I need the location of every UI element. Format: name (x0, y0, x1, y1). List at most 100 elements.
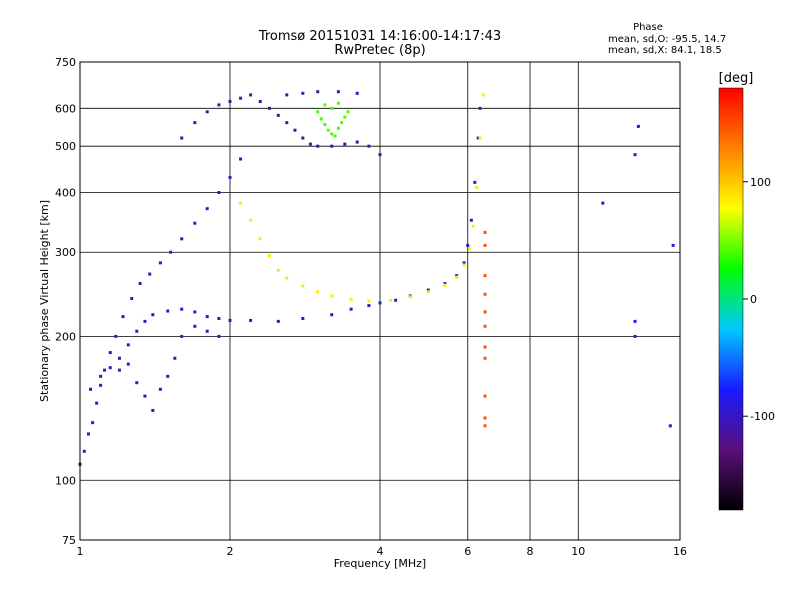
data-point (483, 345, 487, 349)
phase-stats-x: mean, sd,X: 84.1, 18.5 (608, 45, 722, 56)
data-point (336, 90, 340, 94)
data-point (249, 218, 253, 222)
data-point (205, 110, 209, 114)
data-point (95, 401, 99, 405)
data-point (636, 124, 640, 128)
colorbar-tick-label: 0 (750, 293, 757, 306)
data-point (330, 313, 334, 317)
data-point (346, 110, 350, 114)
y-axis-ticks: 75 100 200 300 400 500 600 750 (55, 56, 76, 547)
data-point (483, 230, 487, 234)
data-point (367, 304, 371, 308)
data-point (455, 274, 459, 278)
data-point (217, 103, 221, 107)
data-point (143, 394, 147, 398)
data-point (99, 383, 103, 387)
y-tick-label: 300 (55, 246, 76, 259)
data-point (258, 100, 262, 104)
data-point (205, 329, 209, 333)
data-point (180, 136, 184, 140)
data-point (462, 263, 466, 267)
data-point (473, 180, 477, 184)
data-point (267, 106, 271, 110)
data-point (349, 297, 353, 301)
plot-frame (79, 61, 681, 541)
data-point (323, 123, 327, 127)
x-tick-label: 2 (227, 545, 234, 558)
x-tick-label: 4 (377, 545, 384, 558)
data-point (126, 362, 130, 366)
data-point (340, 121, 344, 125)
data-point (249, 93, 253, 97)
data-point (476, 136, 480, 140)
data-point (151, 408, 155, 412)
y-tick-label: 400 (55, 186, 76, 199)
data-point (217, 316, 221, 320)
data-point (193, 310, 197, 314)
data-point (316, 144, 320, 148)
colorbar-tick-label: 100 (750, 176, 771, 189)
data-point (121, 315, 125, 319)
data-point (108, 351, 112, 355)
data-point (408, 295, 412, 299)
data-point (668, 424, 672, 428)
data-point (117, 356, 121, 360)
x-tick-label: 6 (464, 545, 471, 558)
data-point (180, 334, 184, 338)
data-point (217, 190, 221, 194)
data-point (330, 132, 334, 136)
data-point (483, 292, 487, 296)
data-point (462, 261, 466, 265)
data-point (316, 110, 320, 114)
data-point (301, 284, 305, 288)
x-axis-ticks: 1 2 4 6 8 10 16 (77, 545, 688, 558)
data-point (239, 157, 243, 161)
plot-grid (80, 62, 680, 540)
data-point (355, 91, 359, 95)
x-axis-label: Frequency [MHz] (334, 557, 426, 570)
data-point (308, 142, 312, 146)
data-point (336, 126, 340, 130)
colorbar-label: [deg] (719, 71, 754, 86)
data-point (343, 115, 347, 119)
data-point (389, 298, 393, 302)
data-point (378, 301, 382, 305)
data-point (316, 290, 320, 294)
data-point (333, 134, 337, 138)
data-point (355, 140, 359, 144)
data-point (293, 128, 297, 132)
data-point (285, 276, 289, 280)
data-point (326, 128, 330, 132)
data-point (103, 368, 107, 372)
x-tick-label: 8 (527, 545, 534, 558)
data-point (151, 313, 155, 317)
data-point (135, 329, 139, 333)
data-point (483, 424, 487, 428)
data-point (394, 298, 398, 302)
data-point (169, 250, 173, 254)
x-tick-label: 10 (571, 545, 585, 558)
data-point (285, 121, 289, 125)
data-point (483, 310, 487, 314)
data-point (228, 100, 232, 104)
data-point (483, 274, 487, 278)
data-point (481, 93, 485, 97)
data-point (108, 366, 112, 370)
data-point (276, 268, 280, 272)
colorbar (718, 87, 744, 511)
data-point (117, 368, 121, 372)
data-point (258, 237, 262, 241)
data-point (316, 90, 320, 94)
data-point (158, 387, 162, 391)
data-point (148, 272, 152, 276)
x-tick-label: 1 (77, 545, 84, 558)
data-point (475, 185, 479, 189)
data-point (114, 334, 118, 338)
data-point (367, 144, 371, 148)
data-point (601, 201, 605, 205)
data-point (443, 283, 447, 287)
data-point (89, 387, 93, 391)
data-point (466, 243, 470, 247)
data-point (249, 318, 253, 322)
